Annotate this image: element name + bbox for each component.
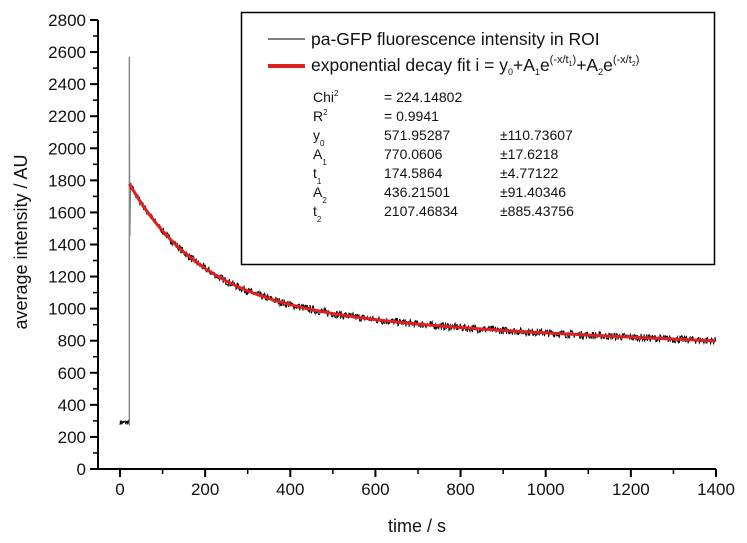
fit-statistics: Chi2 = 224.14802 R2 = 0.9941 y0 571.95287 ±110… <box>313 89 574 224</box>
legend-label-fit: exponential decay fit i = y0+A1e(-x/t1)+… <box>311 54 639 77</box>
stat-value: = 224.14802 <box>384 89 462 105</box>
stat-value: = 0.9941 <box>384 108 439 124</box>
y-tick-label: 600 <box>58 364 86 383</box>
x-tick-label: 1200 <box>612 480 650 499</box>
stat-name: A1 <box>313 146 327 167</box>
stat-name: Chi2 <box>313 89 339 105</box>
y-axis-label: average intensity / AU <box>11 154 31 329</box>
x-tick-label: 1000 <box>527 480 565 499</box>
legend-box <box>240 11 716 266</box>
y-tick-label: 400 <box>58 396 86 415</box>
y-tick-label: 1600 <box>48 203 86 222</box>
stat-value: 2107.46834 <box>384 203 458 219</box>
stat-name: R2 <box>313 108 328 124</box>
x-tick-label: 200 <box>191 480 219 499</box>
y-tick-label: 2800 <box>48 11 86 30</box>
y-tick-label: 1000 <box>48 300 86 319</box>
stat-error: ±4.77122 <box>500 165 559 181</box>
axes: 0200400600800100012001400160018002000220… <box>48 11 735 499</box>
stat-error: ±17.6218 <box>500 146 559 162</box>
y-tick-label: 2000 <box>48 139 86 158</box>
x-tick-label: 1400 <box>697 480 735 499</box>
stat-error: ±885.43756 <box>500 203 574 219</box>
x-tick-label: 400 <box>276 480 304 499</box>
stat-error: ±110.73607 <box>500 127 573 143</box>
stat-name: t1 <box>313 165 322 186</box>
stat-name: A2 <box>313 184 327 205</box>
fit-curve-line <box>128 183 716 343</box>
stat-name: t2 <box>313 203 322 224</box>
stat-name: y0 <box>313 127 325 148</box>
stat-value: 174.5864 <box>384 165 443 181</box>
legend: pa-GFP fluorescence intensity in ROI exp… <box>240 11 716 266</box>
stat-value: 770.0606 <box>384 146 443 162</box>
y-tick-label: 0 <box>77 460 86 479</box>
y-tick-label: 200 <box>58 428 86 447</box>
stat-value: 571.95287 <box>384 127 450 143</box>
stat-error: ±91.40346 <box>500 184 566 200</box>
x-tick-label: 800 <box>446 480 474 499</box>
y-tick-label: 2200 <box>48 107 86 126</box>
y-tick-label: 1400 <box>48 236 86 255</box>
stat-value: 436.21501 <box>384 184 450 200</box>
y-tick-label: 2400 <box>48 75 86 94</box>
y-tick-label: 1800 <box>48 171 86 190</box>
x-axis-label: time / s <box>388 516 446 536</box>
x-tick-label: 600 <box>361 480 389 499</box>
y-tick-label: 1200 <box>48 268 86 287</box>
y-tick-label: 2600 <box>48 43 86 62</box>
y-tick-label: 800 <box>58 332 86 351</box>
x-tick-label: 0 <box>115 480 124 499</box>
plot-data-layer <box>119 56 717 426</box>
legend-label-data: pa-GFP fluorescence intensity in ROI <box>311 29 600 49</box>
